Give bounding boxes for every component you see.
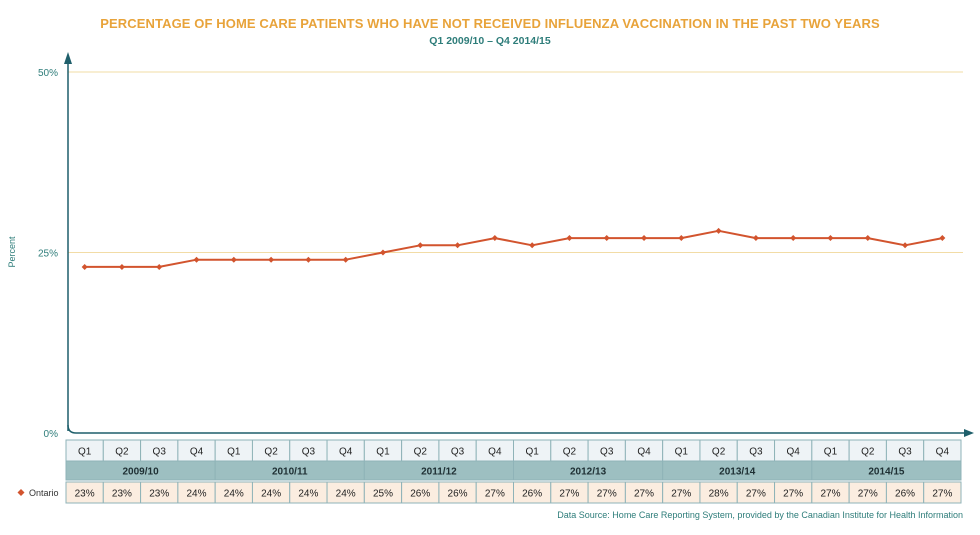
quarter-label: Q1 [227,447,241,458]
data-point [454,242,461,249]
quarter-label: Q2 [861,447,875,458]
quarter-label: Q4 [339,447,353,458]
data-point [939,235,946,242]
quarter-label: Q4 [787,447,801,458]
data-label: 23% [112,489,132,500]
data-point [529,242,536,249]
quarter-label: Q1 [78,447,92,458]
x-axis-arrow [964,429,974,437]
quarter-label: Q1 [525,447,539,458]
data-label: 24% [187,489,207,500]
quarter-label: Q2 [563,447,577,458]
data-point [715,227,722,234]
year-label: 2014/15 [868,467,905,478]
data-label: 27% [858,489,878,500]
data-point [641,235,648,242]
chart-title: PERCENTAGE OF HOME CARE PATIENTS WHO HAV… [100,16,880,31]
data-label: 24% [224,489,244,500]
data-point [752,235,759,242]
data-point [156,263,163,270]
quarter-label: Q4 [936,447,950,458]
axis-corner [67,424,77,434]
y-axis-title: Percent [7,236,17,268]
year-label: 2012/13 [570,467,607,478]
data-label: 26% [895,489,915,500]
y-tick-label: 50% [38,68,58,79]
year-label: 2009/10 [123,467,160,478]
chart-subtitle: Q1 2009/10 – Q4 2014/15 [429,35,551,47]
data-label: 24% [298,489,318,500]
quarter-label: Q2 [712,447,726,458]
data-label: 25% [373,489,393,500]
data-point [268,256,275,263]
quarter-label: Q1 [376,447,390,458]
data-label: 27% [746,489,766,500]
data-label: 27% [634,489,654,500]
quarter-label: Q4 [190,447,204,458]
data-point [379,249,386,256]
year-cell [811,460,962,481]
data-source-note: Data Source: Home Care Reporting System,… [557,510,963,520]
quarter-label: Q3 [600,447,614,458]
data-label: 27% [820,489,840,500]
data-point [342,256,349,263]
data-point [305,256,312,263]
data-label: 24% [336,489,356,500]
data-label: 27% [597,489,617,500]
data-label: 26% [410,489,430,500]
quarter-label: Q3 [153,447,167,458]
data-label: 27% [671,489,691,500]
data-label: 27% [559,489,579,500]
quarter-label: Q1 [824,447,838,458]
series-line-ontario [84,229,943,268]
data-point [118,263,125,270]
quarter-label: Q3 [898,447,912,458]
data-label: 23% [75,489,95,500]
quarter-label: Q2 [414,447,428,458]
legend-marker-icon [17,489,25,496]
quarter-label: Q2 [264,447,278,458]
data-point [902,242,909,249]
data-point [566,235,573,242]
quarter-label: Q4 [488,447,502,458]
year-label: 2010/11 [272,467,308,478]
data-label: 27% [783,489,803,500]
year-label: 2011/12 [421,467,457,478]
y-tick-label: 25% [38,249,58,260]
year-label: 2013/14 [719,467,756,478]
data-point [864,235,871,242]
data-label: 28% [709,489,729,500]
data-point [81,263,88,270]
data-point [678,235,685,242]
quarter-label: Q3 [451,447,465,458]
data-point [230,256,237,263]
data-point [790,235,797,242]
quarter-label: Q3 [749,447,763,458]
y-axis-arrow [64,52,72,64]
data-label: 24% [261,489,281,500]
data-label: 23% [149,489,169,500]
quarter-label: Q2 [115,447,129,458]
y-tick-label: 0% [44,429,59,440]
data-label: 26% [448,489,468,500]
data-point [491,235,498,242]
data-label: 26% [522,489,542,500]
data-point [603,235,610,242]
data-point [193,256,200,263]
data-point [417,242,424,249]
data-label: 27% [932,489,952,500]
data-point [827,235,834,242]
quarter-label: Q1 [675,447,689,458]
value-cell [923,481,962,504]
quarter-label: Q3 [302,447,316,458]
quarter-label: Q4 [637,447,651,458]
legend-label-ontario: Ontario [29,488,59,498]
data-label: 27% [485,489,505,500]
